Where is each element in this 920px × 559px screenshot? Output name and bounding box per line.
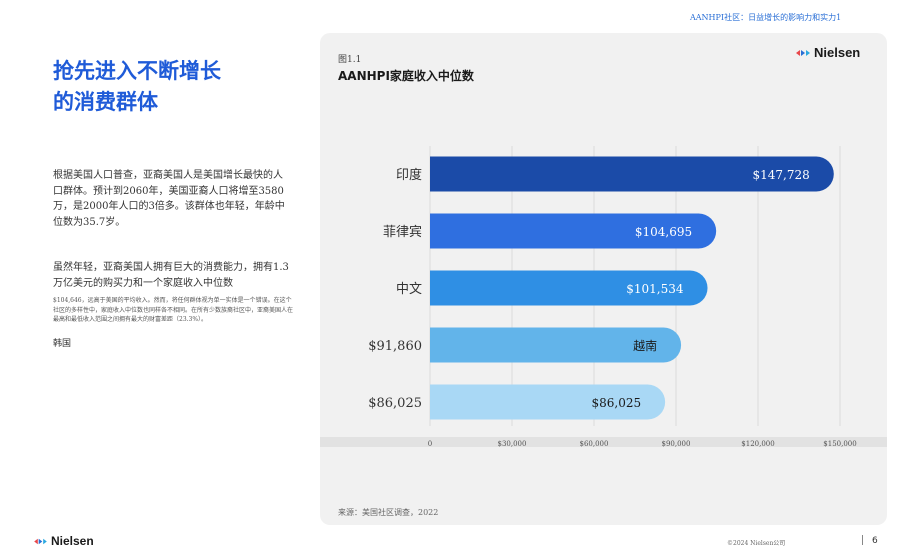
- x-tick-label: $30,000: [498, 440, 527, 448]
- page-title-line-2: 的消费群体: [53, 90, 158, 114]
- category-label: 中文: [396, 282, 422, 297]
- body-paragraph-3: $104,646，远高于美国的平均收入。然而，将任何群体视为单一实体是一个错误。…: [53, 297, 294, 323]
- nielsen-logo-bottom: Nielsen: [33, 534, 94, 548]
- income-bar-chart: 0 $30,000 $60,000 $90,000 $120,000 $150,000 印…: [320, 146, 887, 448]
- nielsen-mark-icon: [796, 49, 810, 56]
- bar: [430, 270, 708, 306]
- category-label: 印度: [396, 167, 422, 183]
- copyright-text: ©2024 Nielsen公司: [727, 540, 786, 547]
- nielsen-logo-top: Nielsen: [795, 45, 860, 60]
- page-title-line-1: 抢先进入不断增长: [53, 59, 221, 83]
- category-label: 菲律宾: [383, 224, 422, 240]
- data-label: $86,025: [592, 396, 642, 410]
- x-tick-label: $150,000: [823, 440, 856, 448]
- x-tick-label: 0: [428, 440, 432, 448]
- bar: [430, 384, 666, 420]
- nielsen-logo-text: Nielsen: [814, 45, 861, 60]
- body-paragraph-2: 虽然年轻，亚裔美国人拥有巨大的消费能力，拥有1.3万亿美元的购买力和一个家庭收入…: [53, 262, 289, 289]
- nielsen-mark-icon: [34, 538, 47, 544]
- figure-label: 图1.1: [338, 55, 362, 65]
- figure-title: AANHPI家庭收入中位数: [338, 69, 474, 83]
- x-tick-label: $60,000: [580, 440, 609, 448]
- data-label: 越南: [633, 338, 657, 353]
- category-label: $86,025: [368, 396, 422, 411]
- category-label: $91,860: [368, 339, 422, 354]
- figure-source: 来源：美国社区调查，2022: [338, 508, 439, 517]
- page-separator: [862, 535, 863, 545]
- data-label: $147,728: [753, 168, 810, 182]
- body-paragraph-1: 根据美国人口普查，亚裔美国人是美国增长最快的人口群体。预计到2060年，美国亚裔…: [53, 170, 285, 228]
- x-tick-label: $120,000: [741, 440, 774, 448]
- data-label: $101,534: [626, 282, 684, 296]
- x-tick-label: $90,000: [662, 440, 691, 448]
- header-note: AANHPI社区：日益增长的影响力和实力1: [690, 13, 842, 22]
- x-axis-band: [320, 437, 887, 447]
- body-paragraph-4: 韩国: [53, 339, 72, 349]
- nielsen-logo-text: Nielsen: [51, 534, 94, 548]
- data-label: $104,695: [635, 225, 692, 239]
- bar: [430, 327, 682, 363]
- bar: [430, 213, 717, 249]
- page-number: 6: [872, 536, 878, 546]
- bar: [430, 156, 834, 192]
- page-title: 抢先进入不断增长 的消费群体: [53, 56, 283, 118]
